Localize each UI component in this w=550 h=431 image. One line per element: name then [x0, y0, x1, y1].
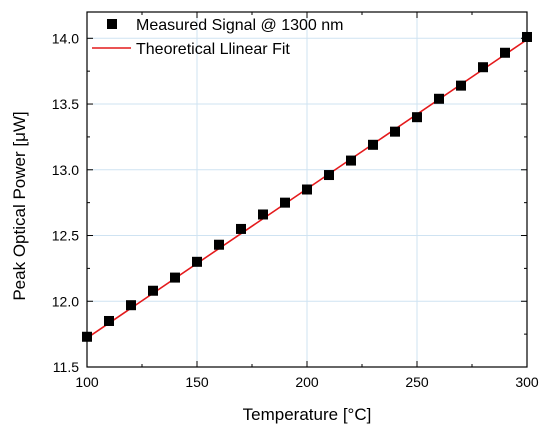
x-tick-label: 150	[185, 374, 209, 390]
x-tick-label: 100	[75, 374, 99, 390]
legend: Measured Signal @ 1300 nm Theoretical Ll…	[92, 17, 343, 58]
data-point	[434, 93, 444, 104]
legend-label-fit: Theoretical Llinear Fit	[136, 41, 290, 58]
data-point	[456, 80, 466, 91]
data-point	[478, 62, 488, 73]
data-point	[236, 223, 246, 234]
x-tick-label: 200	[295, 374, 319, 390]
x-tick-label: 250	[405, 374, 429, 390]
data-point	[368, 139, 378, 150]
data-point	[412, 112, 422, 123]
y-tick-label: 12.0	[52, 293, 79, 309]
y-tick-label: 14.0	[52, 30, 79, 46]
y-tick-label: 11.5	[53, 359, 79, 375]
x-tick-label: 300	[515, 374, 539, 390]
data-point	[104, 315, 114, 326]
y-tick-label: 13.0	[52, 162, 79, 178]
data-point	[500, 47, 510, 58]
data-point	[324, 170, 334, 181]
x-axis-title: Temperature [°C]	[243, 405, 372, 424]
data-point	[346, 155, 356, 166]
legend-marker-measured	[107, 19, 117, 29]
legend-label-measured: Measured Signal @ 1300 nm	[136, 17, 343, 34]
data-point	[302, 184, 312, 195]
y-axis-title: Peak Optical Power [μW]	[10, 111, 29, 300]
data-point	[280, 197, 290, 208]
data-point	[192, 256, 202, 267]
data-point	[390, 126, 400, 137]
grid-lines	[87, 12, 527, 367]
data-point	[126, 300, 136, 311]
marker-layer	[82, 31, 532, 342]
data-point	[148, 285, 158, 296]
data-point	[258, 209, 268, 220]
axis-ticks: 100 150 200 250 300 11.5 12.0 12.5 13.0 13.5 14.0	[52, 12, 539, 390]
data-point	[170, 272, 180, 283]
y-tick-label: 13.5	[52, 96, 79, 112]
y-tick-label: 12.5	[52, 228, 79, 244]
data-point	[214, 239, 224, 250]
